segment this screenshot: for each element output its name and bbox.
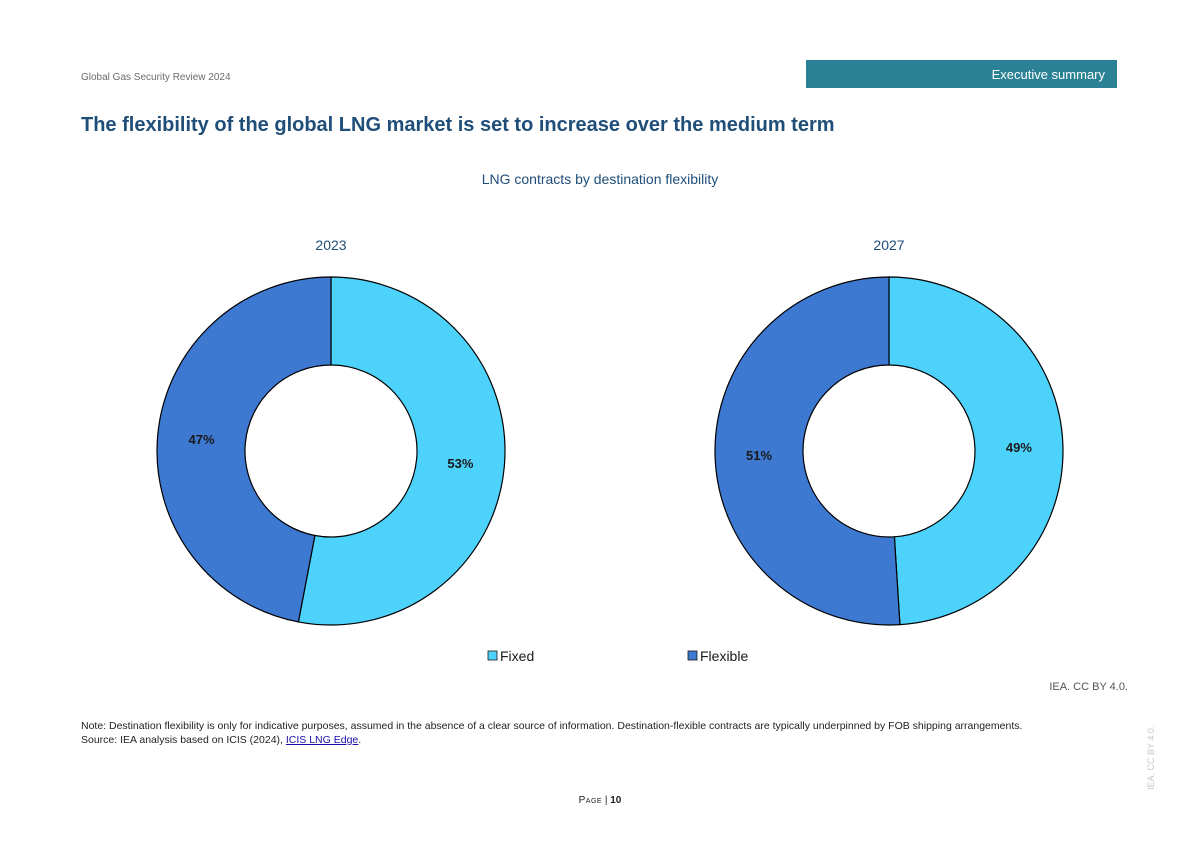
page-number-value: 10 xyxy=(610,795,622,806)
slice-label-fixed: 53% xyxy=(447,456,473,471)
slice-flexible xyxy=(714,276,901,626)
chart-title: LNG contracts by destination flexibility xyxy=(481,171,719,187)
page-headline: The flexibility of the global LNG market… xyxy=(81,114,835,136)
slice-label-fixed: 49% xyxy=(1006,440,1032,455)
donut-title: 2027 xyxy=(873,237,904,253)
page-label: Page xyxy=(578,795,603,806)
source-line: Source: IEA analysis based on ICIS (2024… xyxy=(81,734,1101,748)
page-number: Page | 10 xyxy=(0,795,1200,806)
page-separator: | xyxy=(602,795,611,806)
slice-fixed xyxy=(297,276,506,626)
legend-swatch-fixed xyxy=(487,650,498,661)
source-suffix: . xyxy=(358,733,362,746)
side-credit: IEA. CC BY 4.0. xyxy=(1146,725,1156,790)
slice-fixed xyxy=(888,276,1064,626)
section-tag: Executive summary xyxy=(806,60,1117,88)
note-text: Note: Destination flexibility is only fo… xyxy=(81,720,1023,732)
legend-label-fixed: Fixed xyxy=(500,648,534,664)
donut-chart-2023: 2023 53% 47% xyxy=(156,237,506,626)
donut-chart-2027: 2027 49% 51% xyxy=(714,237,1064,626)
slice-label-flexible: 47% xyxy=(189,432,215,447)
donut-title: 2023 xyxy=(315,237,346,253)
source-text: Source: IEA analysis based on ICIS (2024… xyxy=(81,733,286,746)
slice-label-flexible: 51% xyxy=(746,448,772,463)
slice-flexible xyxy=(156,276,332,623)
donut-charts: 2023 53% 47% 2027 49% 51% Fixed Flexible xyxy=(156,237,1064,664)
legend-swatch-flexible xyxy=(687,650,698,661)
notes-block: Note: Destination flexibility is only fo… xyxy=(81,720,1101,747)
document-name: Global Gas Security Review 2024 xyxy=(81,72,231,83)
credit-label: IEA. CC BY 4.0. xyxy=(1049,681,1128,693)
legend: Fixed Flexible xyxy=(487,648,748,664)
legend-label-flexible: Flexible xyxy=(700,648,748,664)
source-link[interactable]: ICIS LNG Edge xyxy=(285,733,359,746)
